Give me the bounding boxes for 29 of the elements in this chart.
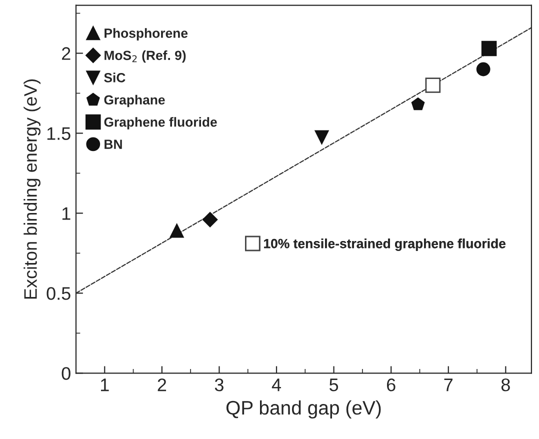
y-axis-title: Exciton binding energy (eV) xyxy=(24,79,40,299)
legend-label: SiC xyxy=(104,72,126,82)
point xyxy=(481,40,497,56)
legend-label: Phosphorene xyxy=(104,28,188,40)
y-tick-label: 1.5 xyxy=(47,127,70,140)
x-tick-label: 4 xyxy=(272,378,282,392)
legend-label: Graphane xyxy=(104,94,165,108)
point xyxy=(425,78,441,93)
point xyxy=(476,62,490,76)
legend-label: Graphene fluoride xyxy=(104,117,217,130)
x-tick-label: 7 xyxy=(444,378,452,392)
point xyxy=(314,130,329,144)
legend-label: BN xyxy=(104,140,122,149)
x-axis-title: QP band gap (eV) xyxy=(226,400,381,419)
point xyxy=(170,224,184,238)
point xyxy=(202,212,218,228)
y-tick-label: 0 xyxy=(62,367,70,380)
x-tick-label: 5 xyxy=(330,378,338,392)
x-tick-label: 3 xyxy=(214,378,224,392)
x-tick-label: 6 xyxy=(386,378,396,392)
y-tick-label: 2 xyxy=(62,47,70,60)
point xyxy=(411,97,425,110)
legend-label: MoS$_{2}$ (Ref. 9) xyxy=(104,50,186,63)
y-tick-label: 1 xyxy=(62,207,70,220)
y-tick-label: 0.5 xyxy=(46,287,70,300)
x-tick-label: 1 xyxy=(101,378,109,392)
x-tick-label: 2 xyxy=(158,378,166,392)
x-tick-label: 8 xyxy=(501,378,510,392)
legend-label: 10% tensile-strained graphene fluoride xyxy=(264,238,506,251)
